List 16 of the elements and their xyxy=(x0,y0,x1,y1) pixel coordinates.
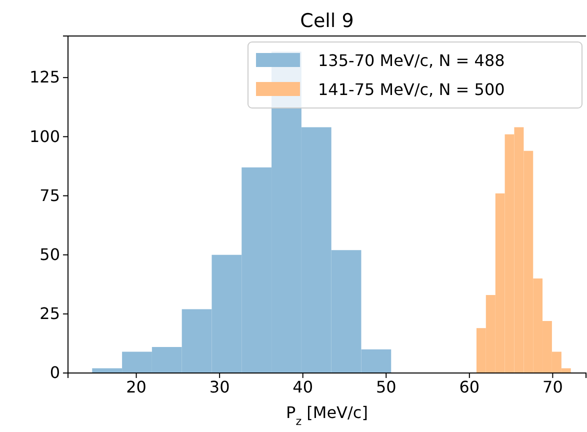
x-axis-title: P$_{z}$ [MeV/c] xyxy=(286,403,368,428)
x-tick-label: 30 xyxy=(209,377,230,396)
x-tick-label: 70 xyxy=(542,377,563,396)
x-tick-label: 20 xyxy=(126,377,146,396)
y-tick-label: 100 xyxy=(29,126,60,146)
x-tick-label: 40 xyxy=(292,377,314,396)
x-tick-label: 60 xyxy=(459,377,480,396)
y-tick-label: 75 xyxy=(40,186,60,205)
x-tick-label: 50 xyxy=(376,377,396,396)
legend-label: 135-70 MeV/c, N = 488 xyxy=(318,51,505,70)
y-tick-label: 50 xyxy=(40,244,60,264)
y-tick-label: 0 xyxy=(50,363,60,382)
y-tick-label: 125 xyxy=(29,68,60,87)
legend-label: 141-75 MeV/c, N = 500 xyxy=(318,80,505,99)
y-tick-label: 25 xyxy=(40,304,60,324)
chart-title: Cell 9 xyxy=(300,10,354,32)
